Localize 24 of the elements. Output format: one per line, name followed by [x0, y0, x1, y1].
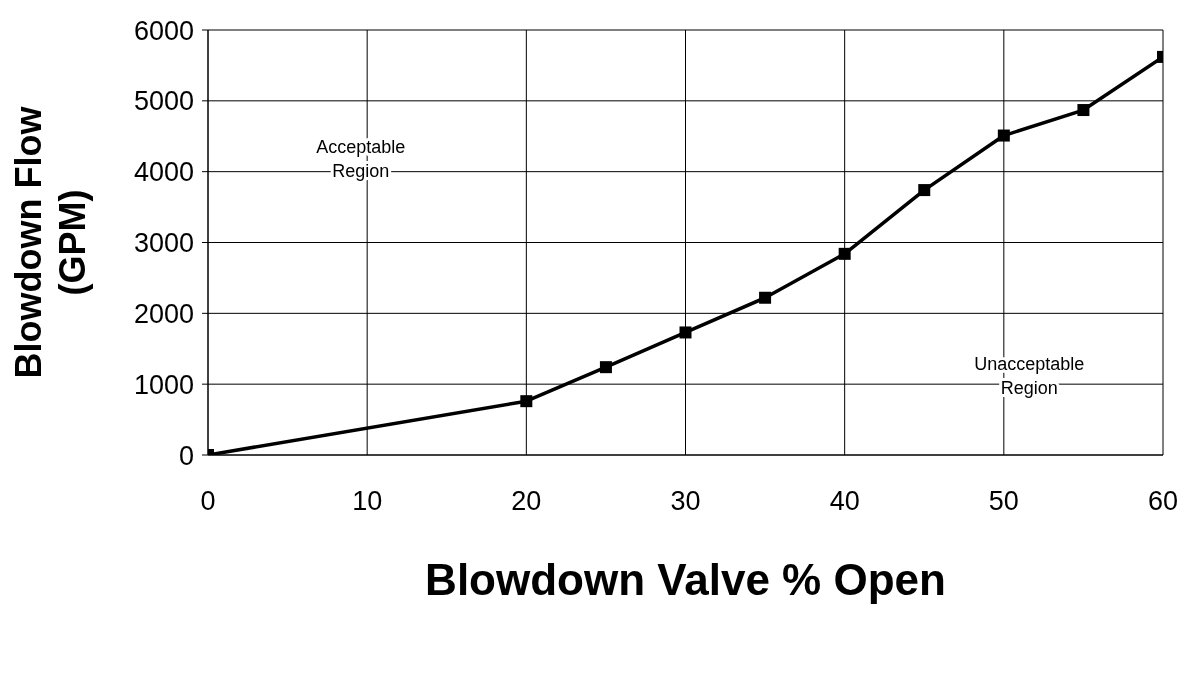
point: [1077, 104, 1090, 117]
y-tick-label: 3000: [133, 228, 194, 259]
x-tick-label: 30: [670, 486, 701, 517]
y-tick-label: 6000: [133, 15, 194, 46]
x-axis-title: Blowdown Valve % Open: [425, 555, 946, 604]
point: [759, 291, 772, 304]
x-tick-label: 20: [511, 486, 542, 517]
x-tick-label: 10: [352, 486, 383, 517]
y-tick-label: 0: [178, 440, 194, 471]
x-tick-label: 60: [1147, 486, 1179, 517]
y-tick-label: 4000: [133, 157, 194, 188]
x-tick-label: 40: [829, 486, 860, 517]
point: [918, 184, 931, 197]
point: [599, 361, 612, 374]
point: [520, 395, 533, 408]
y-tick-label: 5000: [133, 86, 194, 117]
point: [679, 326, 692, 339]
y-tick-label: 1000: [133, 369, 194, 400]
point: [997, 129, 1010, 142]
y-axis-title: Blowdown Flow (GPM): [8, 105, 93, 379]
point: [838, 247, 851, 260]
x-tick-label: 50: [988, 486, 1019, 517]
x-tick-label: 0: [200, 486, 216, 517]
y-tick-label: 2000: [133, 298, 194, 329]
